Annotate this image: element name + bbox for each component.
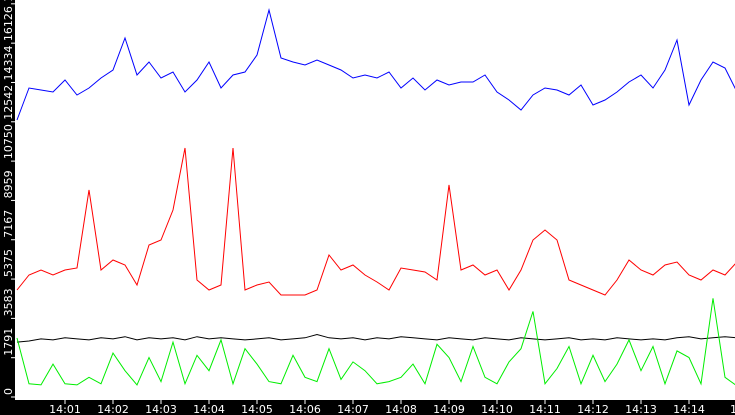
series-line-3 <box>16 298 735 386</box>
x-tick-label: 14:05 <box>241 403 273 415</box>
x-tick-label: 14:03 <box>145 403 177 415</box>
x-axis-band <box>0 400 735 415</box>
x-tick-label: 14:01 <box>49 403 81 415</box>
x-tick-label: 14:14 <box>673 403 705 415</box>
x-tick-label: 14:12 <box>577 403 609 415</box>
y-tick-label: 7167 <box>2 210 15 238</box>
y-tick-label: 1791 <box>2 328 15 356</box>
y-tick-label: 10750 <box>2 124 15 159</box>
x-tick-label: 14:07 <box>337 403 369 415</box>
y-tick-label: 17918 <box>2 0 15 2</box>
y-axis-band <box>0 0 15 415</box>
y-tick-label: 14334 <box>2 45 15 80</box>
x-tick-label: 14:09 <box>433 403 465 415</box>
series-line-0 <box>16 8 735 121</box>
x-tick-label: 14:08 <box>385 403 417 415</box>
y-tick-label: 3583 <box>2 288 15 316</box>
x-tick-label: 14:13 <box>625 403 657 415</box>
series-line-2 <box>16 333 735 343</box>
y-axis: 0 1791 3583 5375 7167 8959 10750 12542 14334 1612… <box>0 0 15 415</box>
y-tick-label: 5375 <box>2 249 15 277</box>
x-tick-label: 14:02 <box>97 403 129 415</box>
y-tick-label: 12542 <box>2 85 15 120</box>
x-tick-label: 14:06 <box>289 403 321 415</box>
x-axis: 14:01 14:02 14:03 14:04 14:05 14:06 14:07 14:08… <box>0 400 735 415</box>
y-tick-label: 0 <box>2 388 15 395</box>
x-tick-label: 14 <box>730 403 735 415</box>
series-line-1 <box>16 147 735 296</box>
series-layer <box>16 8 735 386</box>
plot-area <box>15 0 735 400</box>
y-tick-label: 16126 <box>2 6 15 41</box>
y-tick-label: 8959 <box>2 170 15 198</box>
x-tick-label: 14:11 <box>529 403 561 415</box>
x-tick-label: 14:04 <box>193 403 225 415</box>
x-tick-label: 14:10 <box>481 403 513 415</box>
